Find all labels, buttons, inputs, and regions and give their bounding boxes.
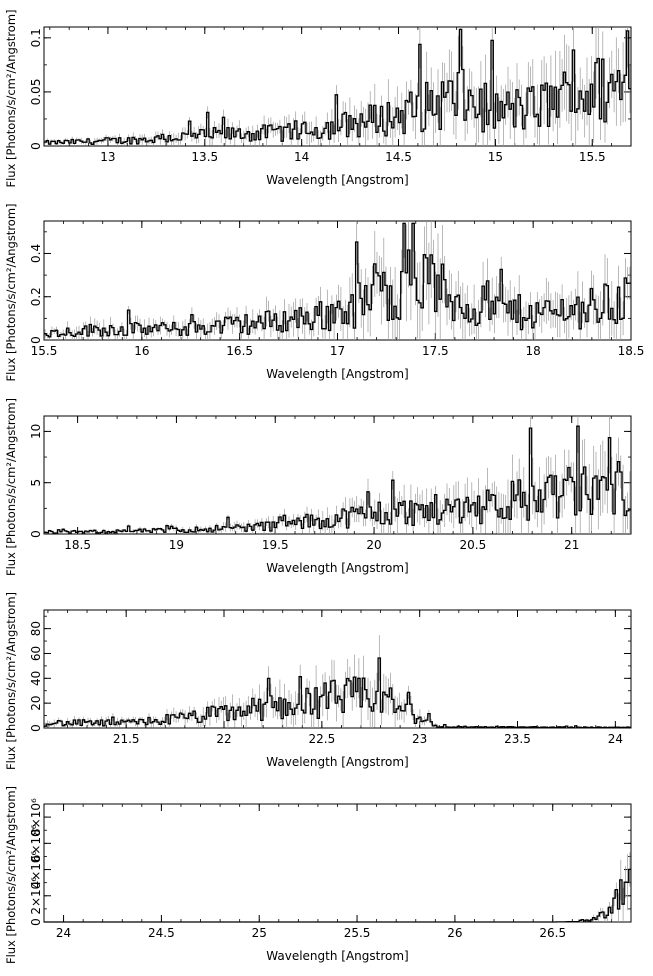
x-tick-label: 25 [252, 926, 267, 940]
x-axis-label: Wavelength [Angstrom] [266, 949, 408, 963]
x-axis-label: Wavelength [Angstrom] [266, 755, 408, 769]
y-tick-label: 10 [29, 424, 43, 439]
x-tick-label: 16.5 [226, 344, 253, 358]
x-tick-label: 21.5 [113, 732, 140, 746]
y-axis-label: Flux [Photons/s/cm²/Angstrom] [4, 398, 18, 576]
y-tick-label: 6×10⁶ [29, 824, 43, 862]
x-tick-label: 20 [366, 538, 381, 552]
x-tick-label: 22.5 [308, 732, 335, 746]
x-tick-label: 14 [294, 150, 309, 164]
plot-frame-3 [43, 415, 632, 535]
y-tick-label: 0.1 [29, 28, 43, 47]
y-tick-label: 0 [29, 724, 43, 732]
y-tick-label: 0.2 [29, 287, 43, 306]
y-tick-label: 2×10⁶ [29, 877, 43, 915]
x-tick-label: 13.5 [191, 150, 218, 164]
y-tick-label: 4×10⁶ [29, 850, 43, 888]
y-axis-label: Flux [Photons/s/cm²/Angstrom] [4, 786, 18, 964]
x-tick-label: 15 [488, 150, 503, 164]
plot-frame-1 [43, 26, 632, 147]
y-tick-label: 0.4 [29, 244, 43, 263]
x-tick-label: 18 [526, 344, 541, 358]
flux-histogram-1 [44, 28, 631, 145]
plot-frame-5 [43, 803, 632, 923]
x-tick-label: 20.5 [460, 538, 487, 552]
x-axis-label: Wavelength [Angstrom] [266, 367, 408, 381]
x-tick-label: 26 [447, 926, 462, 940]
x-tick-label: 25.5 [344, 926, 371, 940]
y-tick-label: 5 [29, 479, 43, 487]
x-tick-label: 16 [134, 344, 149, 358]
x-tick-label: 24 [608, 732, 623, 746]
plot-frame-4 [43, 609, 632, 729]
y-tick-label: 0 [29, 142, 43, 150]
x-tick-label: 18.5 [64, 538, 91, 552]
x-tick-label: 26.5 [539, 926, 566, 940]
x-tick-label: 19.5 [262, 538, 289, 552]
y-tick-label: 0 [29, 918, 43, 926]
flux-histogram-3 [44, 425, 631, 534]
y-tick-label: 0 [29, 336, 43, 344]
flux-histogram-4 [44, 657, 631, 729]
x-tick-label: 13 [100, 150, 115, 164]
x-tick-label: 17.5 [422, 344, 449, 358]
x-tick-label: 24 [56, 926, 71, 940]
x-axis-label: Wavelength [Angstrom] [266, 561, 408, 575]
x-tick-label: 15.5 [579, 150, 606, 164]
y-tick-label: 8×10⁶ [29, 798, 43, 836]
flux-histogram-2 [44, 222, 631, 338]
y-tick-label: 60 [29, 646, 43, 661]
y-tick-label: 20 [29, 696, 43, 711]
x-tick-label: 24.5 [148, 926, 175, 940]
x-tick-label: 23 [412, 732, 427, 746]
x-tick-label: 22 [216, 732, 231, 746]
x-tick-label: 21 [564, 538, 579, 552]
y-tick-label: 0.05 [29, 79, 43, 106]
x-axis-label: Wavelength [Angstrom] [266, 173, 408, 187]
flux-histogram-5 [44, 868, 631, 923]
y-tick-label: 80 [29, 621, 43, 636]
x-tick-label: 23.5 [504, 732, 531, 746]
y-tick-label: 40 [29, 671, 43, 686]
x-tick-label: 15.5 [31, 344, 58, 358]
x-tick-label: 18.5 [618, 344, 645, 358]
x-tick-label: 19 [169, 538, 184, 552]
y-axis-label: Flux [Photons/s/cm²/Angstrom] [4, 592, 18, 770]
y-axis-label: Flux [Photons/s/cm²/Angstrom] [4, 203, 18, 381]
x-tick-label: 17 [330, 344, 345, 358]
y-axis-label: Flux [Photons/s/cm²/Angstrom] [4, 9, 18, 187]
y-tick-label: 0 [29, 530, 43, 538]
plot-frame-2 [43, 220, 632, 341]
x-tick-label: 14.5 [385, 150, 412, 164]
